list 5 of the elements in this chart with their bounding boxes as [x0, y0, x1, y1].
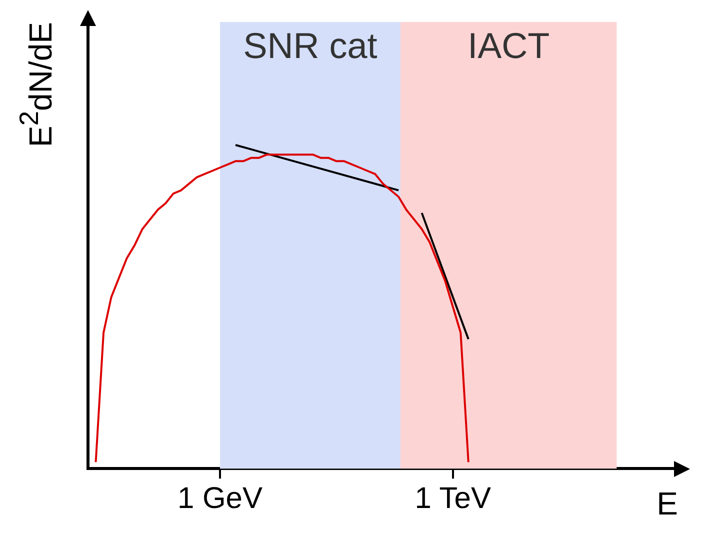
- x-axis-title: E: [656, 486, 678, 522]
- text: IACT: [468, 24, 550, 66]
- text: SNR cat: [243, 24, 378, 66]
- x-tick-label: 1 TeV: [414, 482, 491, 515]
- x-tick-label: 1 GeV: [177, 482, 263, 515]
